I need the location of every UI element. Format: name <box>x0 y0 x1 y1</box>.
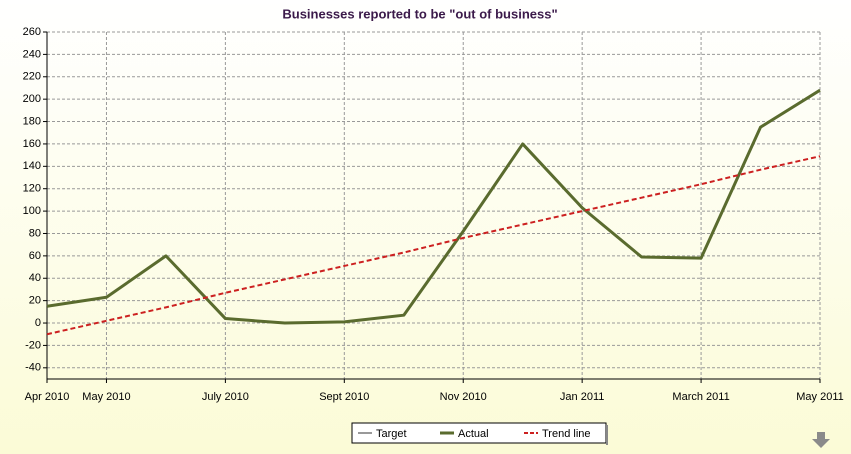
x-tick-label: July 2010 <box>202 391 249 403</box>
y-tick-label: -40 <box>25 362 41 374</box>
legend: Target Actual Trend line <box>351 422 608 445</box>
y-tick-label: 180 <box>23 115 41 127</box>
x-tick-label: March 2011 <box>672 391 729 403</box>
legend-shadow <box>606 425 608 445</box>
x-tick-label: Apr 2010 <box>25 391 70 403</box>
y-tick-label: 200 <box>23 93 41 105</box>
y-tick-label: 80 <box>29 227 41 239</box>
legend-label: Trend line <box>542 428 591 440</box>
y-tick-label: 20 <box>29 295 41 307</box>
legend-label: Actual <box>458 428 489 440</box>
x-tick-label: May 2010 <box>82 391 130 403</box>
y-tick-label: 140 <box>23 160 41 172</box>
legend-label: Target <box>376 428 407 440</box>
x-tick-label: May 2011 <box>796 391 844 403</box>
y-tick-label: 100 <box>23 205 41 217</box>
y-tick-label: 0 <box>35 317 41 329</box>
x-tick-label: Jan 2011 <box>560 391 604 403</box>
x-tick-label: Sept 2010 <box>319 391 369 403</box>
plot-area <box>47 32 820 379</box>
down-arrow[interactable] <box>812 432 830 448</box>
chart-title: Businesses reported to be "out of busine… <box>282 6 557 21</box>
y-tick-label: 260 <box>23 26 41 38</box>
y-tick-label: 60 <box>29 250 41 262</box>
y-tick-label: 40 <box>29 272 41 284</box>
y-tick-label: 160 <box>23 138 41 150</box>
y-tick-label: -20 <box>25 339 41 351</box>
data-line <box>46 88 821 325</box>
x-tick-label: Nov 2010 <box>440 391 487 403</box>
y-tick-label: 220 <box>23 71 41 83</box>
scroll-arrow[interactable] <box>812 432 830 448</box>
y-tick-label: 240 <box>23 48 41 60</box>
y-tick-label: 120 <box>23 183 41 195</box>
trend-line <box>46 155 821 336</box>
